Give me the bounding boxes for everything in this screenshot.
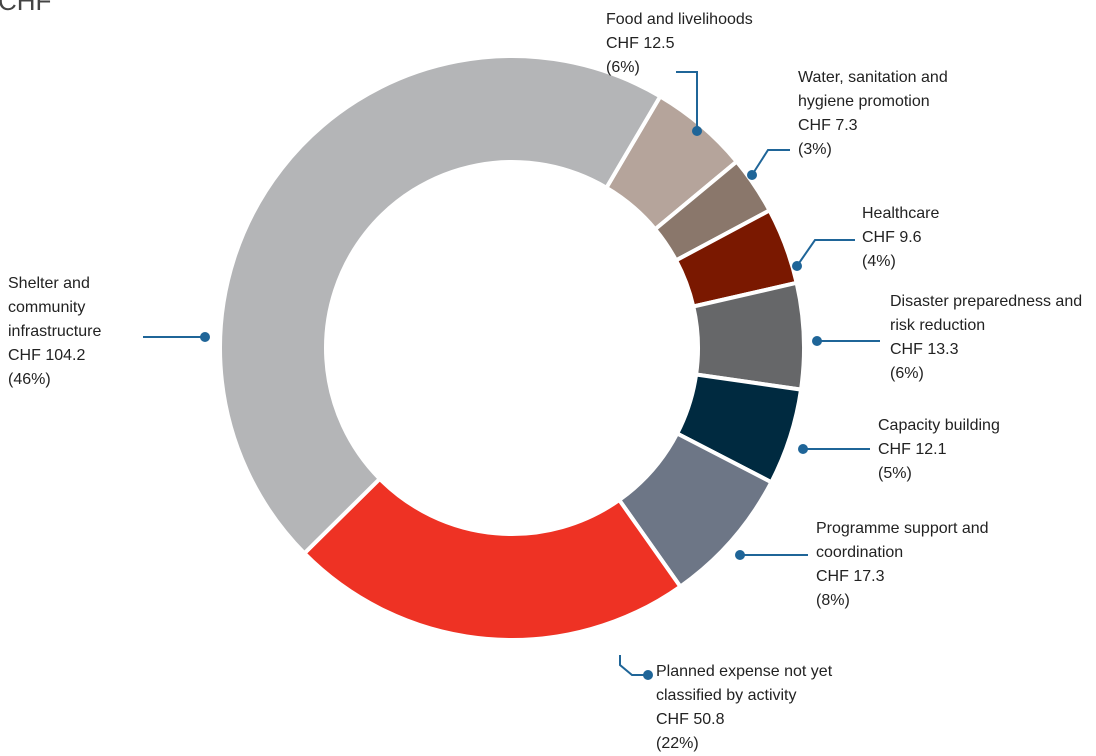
slice-label: Shelter and community infrastructure CHF … <box>8 272 133 392</box>
donut-slice <box>218 54 663 557</box>
value-label: CHF 7.3 <box>798 117 858 134</box>
value-label: CHF 9.6 <box>862 229 922 246</box>
share-label: (22%) <box>656 735 699 752</box>
leader-line <box>751 149 790 176</box>
category-label: Healthcare <box>862 205 940 222</box>
category-label: Programme support and coordination <box>816 520 989 561</box>
category-label: Food and livelihoods <box>606 11 753 28</box>
category-label: Planned expense not yet classified by ac… <box>656 663 833 704</box>
leader-dot <box>812 336 822 346</box>
leader-dot <box>792 261 802 271</box>
leader-dot <box>735 550 745 560</box>
slice-label: Disaster preparedness and risk reduction… <box>890 290 1096 386</box>
leader-line <box>796 239 855 267</box>
slice-label: Capacity building CHF 12.1 (5%) <box>878 414 1058 486</box>
share-label: (5%) <box>878 465 912 482</box>
category-label: Disaster preparedness and risk reduction <box>890 293 1083 334</box>
slice-label: Programme support and coordination CHF 17… <box>816 517 996 613</box>
chart-title: CHF <box>0 0 52 16</box>
value-label: CHF 50.8 <box>656 711 725 728</box>
share-label: (6%) <box>890 365 924 382</box>
category-label: Water, sanitation and hygiene promotion <box>798 69 948 110</box>
slice-label: Water, sanitation and hygiene promotion C… <box>798 66 988 162</box>
category-label: Capacity building <box>878 417 1000 434</box>
share-label: (46%) <box>8 371 51 388</box>
value-label: CHF 104.2 <box>8 347 86 364</box>
leader-dot <box>798 444 808 454</box>
category-label: Shelter and community infrastructure <box>8 275 102 340</box>
slice-label: Food and livelihoods CHF 12.5 (6%) <box>606 8 786 80</box>
leader-dot <box>200 332 210 342</box>
leader-dot <box>747 170 757 180</box>
share-label: (4%) <box>862 253 896 270</box>
slice-label: Healthcare CHF 9.6 (4%) <box>862 202 1012 274</box>
share-label: (6%) <box>606 59 640 76</box>
share-label: (8%) <box>816 592 850 609</box>
value-label: CHF 13.3 <box>890 341 959 358</box>
leader-dot <box>643 670 653 680</box>
leader-line <box>676 71 698 131</box>
value-label: CHF 12.1 <box>878 441 947 458</box>
share-label: (3%) <box>798 141 832 158</box>
value-label: CHF 17.3 <box>816 568 885 585</box>
value-label: CHF 12.5 <box>606 35 675 52</box>
slice-label: Planned expense not yet classified by ac… <box>656 660 896 756</box>
donut-slice <box>301 475 684 642</box>
leader-dot <box>692 126 702 136</box>
leader-line <box>619 655 648 676</box>
